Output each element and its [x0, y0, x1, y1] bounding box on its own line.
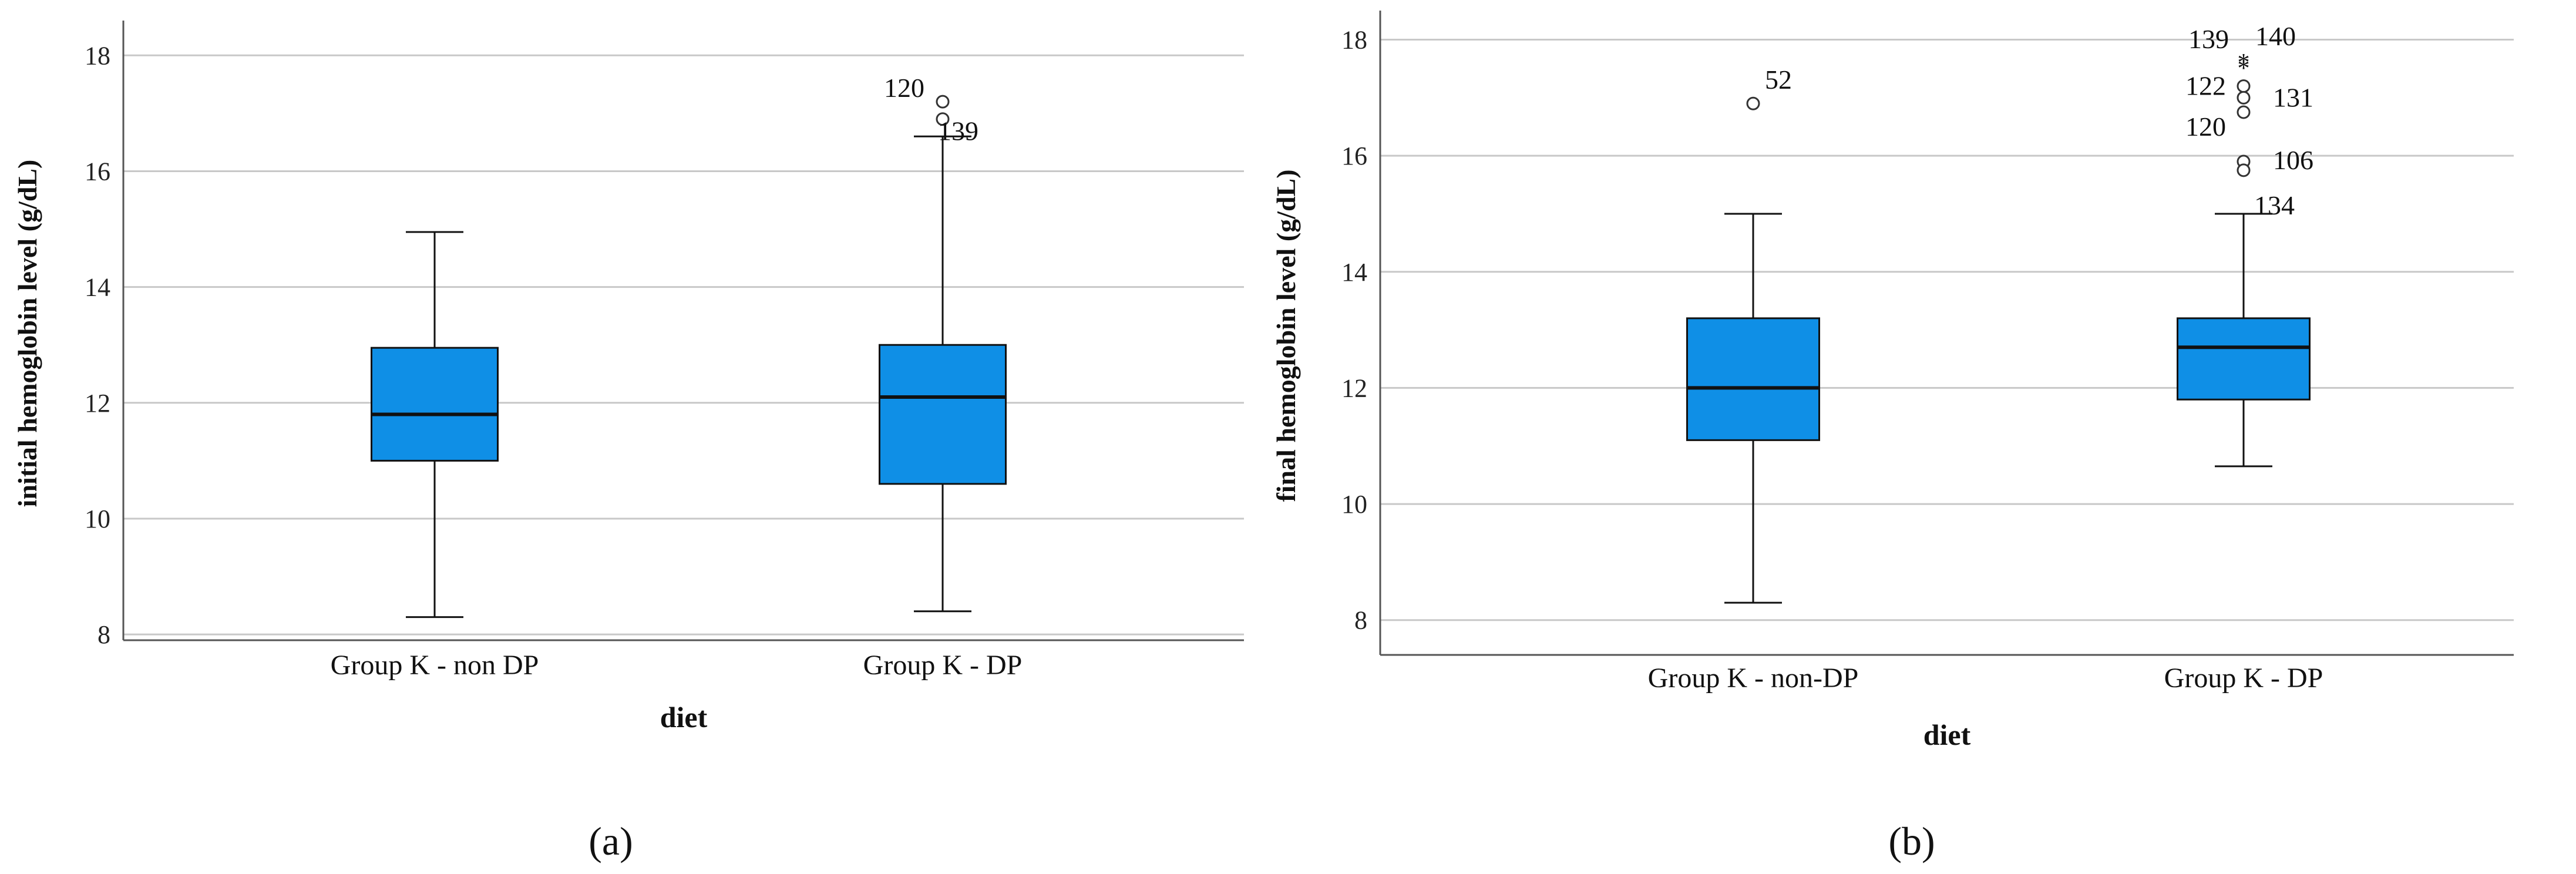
- y-tick-label: 14: [85, 273, 110, 302]
- outlier-marker: [1746, 96, 1760, 110]
- outlier-label: 134: [2254, 190, 2295, 220]
- outlier-marker: [936, 95, 950, 109]
- iqr-box: [879, 344, 1007, 485]
- y-tick-label: 8: [97, 620, 110, 649]
- outlier-label: 131: [2273, 82, 2313, 112]
- outlier-marker: [2237, 90, 2251, 105]
- outlier-label: 120: [2185, 112, 2226, 142]
- outlier-label: 139: [938, 116, 978, 146]
- x-axis-label: diet: [1923, 718, 1971, 751]
- outlier-marker: [2237, 163, 2251, 177]
- outlier-label: 122: [2185, 71, 2226, 101]
- box-group: Group K - DP 120 139: [863, 73, 1023, 681]
- y-tick-label: 16: [1341, 142, 1367, 170]
- y-tick-label: 12: [85, 389, 110, 418]
- box-group: Group K - DP * 139 *140 122 131 120 106 134: [2164, 21, 2323, 694]
- panel-label: (a): [588, 819, 633, 863]
- outlier-label: 120: [884, 73, 924, 103]
- outlier-label: 140: [2255, 21, 2296, 51]
- outlier-marker: [2237, 79, 2251, 93]
- x-category-label: Group K - non DP: [331, 650, 539, 681]
- y-tick-label: 8: [1354, 606, 1367, 635]
- panel-label: (b): [1888, 819, 1935, 863]
- x-category-label: Group K - DP: [863, 650, 1023, 681]
- y-axis-label: initial hemoglobin level (g/dL): [12, 160, 42, 507]
- y-tick-label: 10: [85, 505, 110, 533]
- y-tick-label: 18: [1341, 26, 1367, 55]
- y-tick-label: 18: [85, 41, 110, 70]
- iqr-box: [2177, 317, 2311, 401]
- y-tick-label: 10: [1341, 490, 1367, 519]
- x-category-label: Group K - non-DP: [1648, 663, 1859, 694]
- outlier-label: 106: [2273, 145, 2313, 175]
- y-axis-label: final hemoglobin level (g/dL): [1271, 169, 1301, 502]
- outlier-label: 52: [1765, 65, 1792, 95]
- x-axis-label: diet: [660, 701, 708, 734]
- outlier-label: 139: [2188, 24, 2229, 54]
- chart-panel-b: 8 10 12 14 16 18 final hemoglobin level (g/dL)…: [1271, 11, 2514, 863]
- y-tick-label: 16: [85, 157, 110, 186]
- x-category-label: Group K - DP: [2164, 663, 2323, 694]
- outlier-marker: [936, 112, 950, 126]
- chart-panel-a: 8 10 12 14 16 18 initial hemoglobin level (g/d…: [12, 21, 1244, 863]
- iqr-box: [371, 347, 499, 462]
- iqr-box: [1686, 317, 1820, 441]
- y-tick-label: 12: [1341, 374, 1367, 402]
- outlier-marker: [2237, 105, 2251, 119]
- y-tick-label: 14: [1341, 258, 1367, 287]
- extreme-outlier-marker: *: [2238, 49, 2250, 76]
- box-group: Group K - non DP: [331, 231, 539, 681]
- extreme-outlier-marker: *: [2238, 55, 2250, 82]
- box-group: Group K - non-DP 52: [1648, 65, 1859, 694]
